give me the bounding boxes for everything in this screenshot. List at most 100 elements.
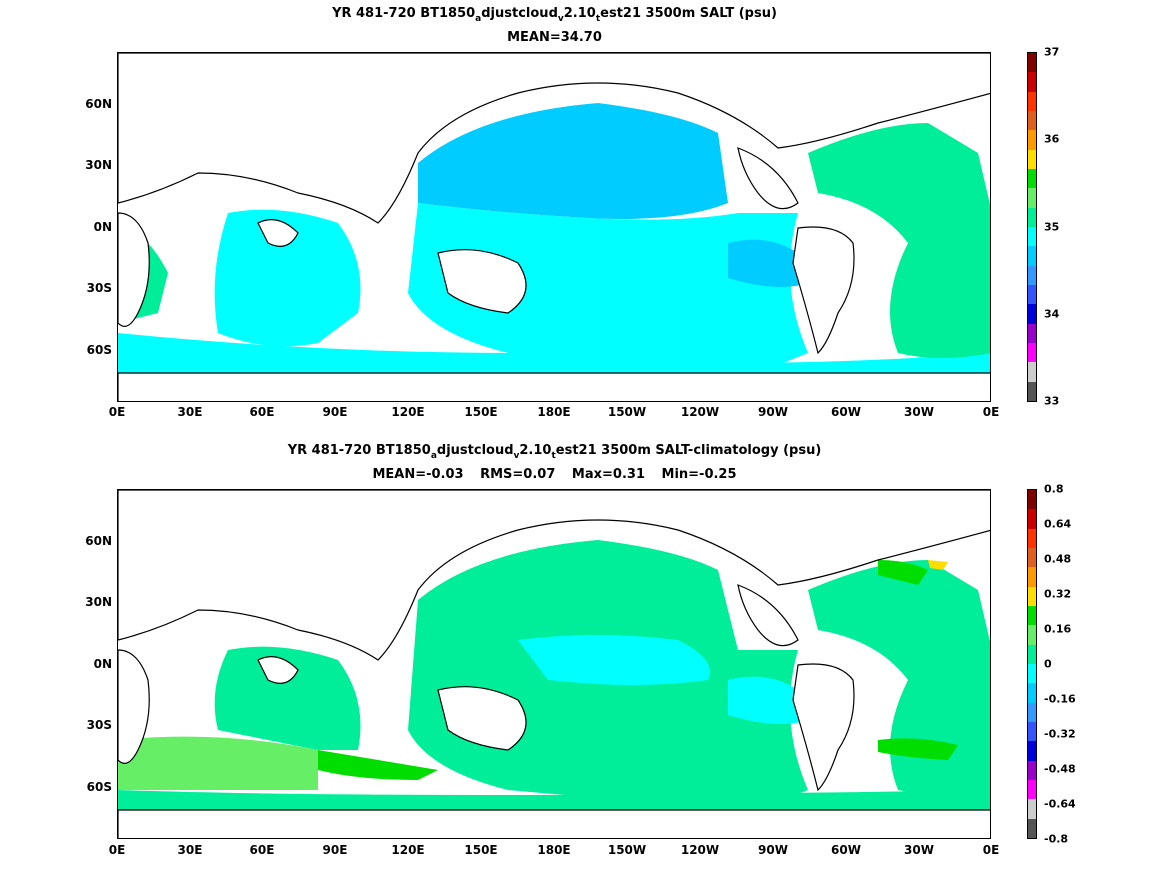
- colorbar-swatch: [1028, 188, 1036, 208]
- colorbar-swatch: [1028, 53, 1036, 73]
- colorbar-swatch: [1028, 323, 1036, 343]
- colorbar-swatch: [1028, 91, 1036, 111]
- map1-xtick: 30W: [904, 405, 934, 419]
- central-pacific-negative: [518, 635, 710, 685]
- map2-field: [118, 490, 990, 838]
- map1-xtick: 0E: [108, 405, 126, 419]
- colorbar-swatch: [1028, 547, 1036, 568]
- map2-colorbar: [1027, 489, 1037, 839]
- min-stat: Min=-0.25: [661, 467, 737, 482]
- map2-colorbar-label: 0.64: [1044, 517, 1072, 531]
- map1-colorbar-label: 36: [1044, 132, 1060, 146]
- map2-plot-area: [117, 489, 991, 839]
- colorbar-swatch: [1028, 265, 1036, 285]
- max-stat: Max=0.31: [571, 467, 645, 482]
- map1-xtick: 60E: [249, 405, 275, 419]
- map2-title: YR 481-720 BT1850adjustcloudv2.10test21 …: [287, 443, 822, 461]
- colorbar-swatch: [1028, 168, 1036, 189]
- colorbar-swatch: [1028, 381, 1036, 401]
- map2-xtick: 30E: [177, 843, 203, 857]
- colorbar-swatch: [1028, 110, 1036, 131]
- map2-colorbar-label: -0.16: [1044, 692, 1076, 706]
- coastlines: [118, 53, 990, 401]
- map2-xtick: 150E: [464, 843, 498, 857]
- colorbar-swatch: [1028, 72, 1036, 92]
- map2-xtick: 30W: [904, 843, 934, 857]
- map2-ytick-0n: 0N: [93, 657, 112, 671]
- colorbar-swatch: [1028, 760, 1036, 780]
- map2-ytick-60n: 60N: [85, 534, 112, 548]
- map1-xtick: 150W: [607, 405, 647, 419]
- map2-xtick: 150W: [607, 843, 647, 857]
- colorbar-swatch: [1028, 779, 1036, 800]
- east-pacific-negative: [728, 676, 808, 724]
- colorbar-swatch: [1028, 342, 1036, 363]
- southern-light: [118, 736, 318, 790]
- map2-xtick: 90E: [322, 843, 348, 857]
- map1-title: YR 481-720 BT1850adjustcloudv2.10test21 …: [332, 6, 777, 24]
- map2-colorbar-label: -0.48: [1044, 762, 1076, 776]
- map1-stats: MEAN=34.70: [117, 30, 992, 45]
- map2-ytick-30n: 30N: [85, 595, 112, 609]
- atlantic-region: [808, 560, 990, 795]
- map2-xtick: 0E: [982, 843, 1000, 857]
- pacific-main-region: [408, 203, 808, 373]
- colorbar-swatch: [1028, 528, 1036, 548]
- colorbar-swatch: [1028, 683, 1036, 703]
- east-pacific-region: [728, 239, 808, 287]
- map1-xtick: 90W: [758, 405, 788, 419]
- map2-xtick: 120E: [391, 843, 425, 857]
- map1-colorbar-label: 35: [1044, 220, 1060, 234]
- map1-ytick-30s: 30S: [86, 281, 112, 295]
- colorbar-swatch: [1028, 284, 1036, 305]
- map1-xtick: 120W: [680, 405, 720, 419]
- map2-xtick: 60W: [831, 843, 861, 857]
- map2-colorbar-label: 0.48: [1044, 552, 1072, 566]
- map2-stats: MEAN=-0.03 RMS=0.07 Max=0.31 Min=-0.25: [117, 467, 992, 482]
- map1-xtick: 150E: [464, 405, 498, 419]
- map1-field: [118, 53, 990, 401]
- pacific-north-region: [418, 103, 728, 219]
- colorbar-swatch: [1028, 246, 1036, 266]
- southern-positive: [318, 750, 438, 780]
- colorbar-swatch: [1028, 663, 1036, 684]
- map1-colorbar: [1027, 52, 1037, 402]
- southern-ocean-region: [118, 333, 990, 373]
- map1-ytick-0n: 0N: [93, 220, 112, 234]
- map2-colorbar-label: 0.16: [1044, 622, 1072, 636]
- mean-stat: MEAN=-0.03: [372, 467, 464, 482]
- colorbar-swatch: [1028, 702, 1036, 722]
- southern-ocean-region: [118, 790, 990, 810]
- map1-ytick-60s: 60S: [86, 343, 112, 357]
- map1-colorbar-label: 37: [1044, 45, 1060, 59]
- map2-xtick: 120W: [680, 843, 720, 857]
- map1-ytick-30n: 30N: [85, 158, 112, 172]
- map1-ytick-60n: 60N: [85, 97, 112, 111]
- map1-xtick: 180E: [537, 405, 571, 419]
- colorbar-swatch: [1028, 721, 1036, 742]
- map2-ytick-60s: 60S: [86, 780, 112, 794]
- map1-xtick: 30E: [177, 405, 203, 419]
- north-atlantic-yellow: [928, 560, 948, 570]
- map1-xtick: 60W: [831, 405, 861, 419]
- map1-xtick: 90E: [322, 405, 348, 419]
- map2-colorbar-label: 0.32: [1044, 587, 1072, 601]
- colorbar-swatch: [1028, 644, 1036, 664]
- map2-colorbar-label: -0.32: [1044, 727, 1076, 741]
- map2-xtick: 0E: [108, 843, 126, 857]
- map1-colorbar-label: 33: [1044, 394, 1060, 408]
- rms-stat: RMS=0.07: [480, 467, 556, 482]
- indian-region: [214, 646, 361, 750]
- map2-colorbar-label: 0: [1044, 657, 1052, 671]
- indian-ocean-region: [214, 209, 361, 347]
- map1-xtick: 120E: [391, 405, 425, 419]
- colorbar-swatch: [1028, 818, 1036, 838]
- south-atlantic-positive: [878, 738, 958, 760]
- colorbar-swatch: [1028, 149, 1036, 169]
- colorbar-swatch: [1028, 362, 1036, 382]
- mean-stat: MEAN=34.70: [507, 30, 602, 45]
- map2-ytick-30s: 30S: [86, 718, 112, 732]
- map1-colorbar-label: 34: [1044, 307, 1060, 321]
- map2-xtick: 180E: [537, 843, 571, 857]
- colorbar-swatch: [1028, 509, 1036, 529]
